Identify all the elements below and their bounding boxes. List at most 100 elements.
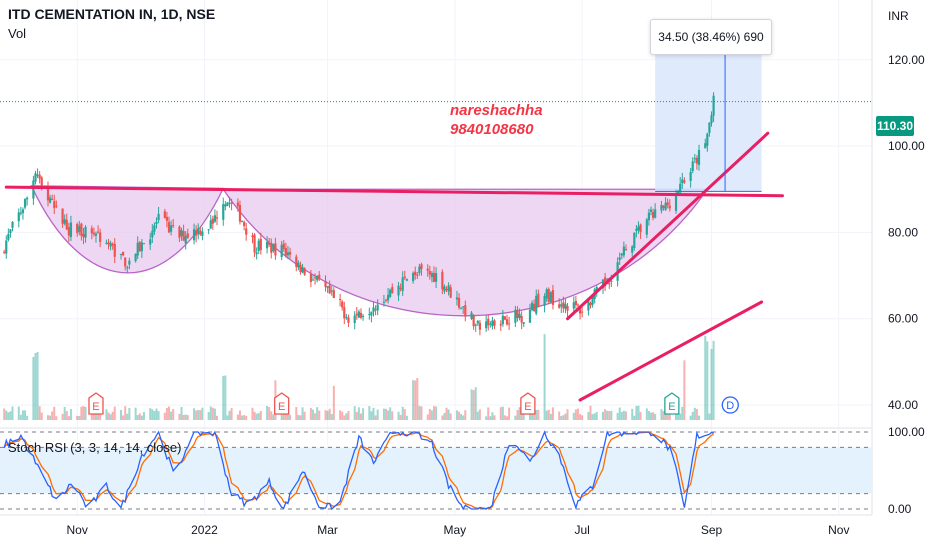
candle <box>691 161 694 172</box>
candle <box>572 302 575 309</box>
measure-box[interactable] <box>655 42 762 192</box>
candle <box>503 316 507 320</box>
volume-bar <box>180 406 183 420</box>
volume-bar <box>353 406 356 420</box>
volume-bar <box>520 414 523 420</box>
volume-bar <box>606 410 609 420</box>
candle <box>134 253 137 262</box>
volume-bar <box>257 413 260 420</box>
volume-bar <box>65 411 68 420</box>
candle <box>516 309 519 319</box>
candle <box>412 272 415 282</box>
candle <box>222 204 225 220</box>
volume-bar <box>401 406 404 420</box>
volume-bar <box>155 408 158 420</box>
volume-bar <box>295 406 298 420</box>
volume-bar <box>178 413 181 420</box>
volume-bar <box>426 414 429 420</box>
candle <box>90 228 93 234</box>
volume-bar <box>418 405 421 420</box>
indicator-legend[interactable]: Stoch RSI (3, 3, 14, 14, close) <box>8 440 182 455</box>
candle <box>426 268 429 271</box>
volume-bar <box>280 412 283 420</box>
candle <box>96 231 100 233</box>
candle <box>9 229 12 234</box>
volume-bar <box>49 415 52 420</box>
candle <box>595 287 598 292</box>
volume-bar <box>209 406 212 420</box>
candle <box>631 246 634 253</box>
volume-bar <box>213 408 216 420</box>
candle <box>32 180 35 199</box>
earnings-marker[interactable]: E <box>520 392 536 415</box>
volume-bar <box>535 409 538 420</box>
volume-bar <box>163 412 166 420</box>
price-axis[interactable]: 120.00 100.00 80.00 60.00 40.00 100.00 0.00 <box>888 53 925 516</box>
candle <box>414 271 417 275</box>
earnings-badge <box>520 392 536 415</box>
author-name: nareshachha <box>450 102 543 119</box>
candle <box>430 273 434 278</box>
volume-bar <box>245 415 248 420</box>
volume-bar <box>347 410 350 420</box>
candle <box>92 232 95 235</box>
candle <box>476 320 479 324</box>
candle <box>487 318 490 326</box>
candle <box>313 277 317 279</box>
candle <box>36 174 39 176</box>
candle <box>457 297 461 308</box>
candle <box>651 212 655 218</box>
volume-bar <box>610 410 613 420</box>
volume-bar <box>303 411 306 420</box>
candle <box>712 95 715 116</box>
volume-bar <box>712 340 715 420</box>
candle <box>562 302 565 309</box>
candle <box>55 205 58 207</box>
volume-bar <box>69 409 72 420</box>
volume-bar <box>289 414 292 420</box>
time-axis[interactable]: Nov 2022 Mar May Jul Sep Nov <box>67 523 850 537</box>
volume-bar <box>286 412 289 420</box>
candle <box>295 256 298 267</box>
volume-bar <box>433 406 435 420</box>
volume-bar <box>78 416 81 420</box>
candle <box>155 221 158 225</box>
volume-bar <box>620 411 623 420</box>
candle <box>514 309 517 323</box>
candle <box>374 309 377 311</box>
volume-bar <box>111 411 114 420</box>
candle <box>635 228 638 231</box>
volume-bar <box>547 409 550 420</box>
earnings-marker[interactable]: E <box>88 392 104 415</box>
candle <box>610 280 613 282</box>
volume-bar <box>168 406 171 420</box>
volume-bar <box>226 415 229 420</box>
candle <box>478 322 482 330</box>
candle <box>284 248 287 256</box>
candle <box>341 301 344 308</box>
earnings-badge <box>664 392 680 415</box>
volume-bar <box>109 414 112 420</box>
cup-pattern-fill <box>222 188 709 317</box>
earnings-marker[interactable]: E <box>274 392 290 415</box>
candle <box>119 253 123 255</box>
price-tick-label: 40.00 <box>888 398 918 412</box>
earnings-marker[interactable]: E <box>664 392 680 415</box>
candle <box>697 150 701 165</box>
volume-bar <box>514 415 517 420</box>
volume-bar <box>679 413 682 420</box>
candle <box>649 209 653 212</box>
earnings-label: E <box>278 401 285 413</box>
volume-bar <box>503 415 506 420</box>
candle <box>545 289 548 299</box>
symbol-title[interactable]: ITD CEMENTATION IN, 1D, NSE <box>8 6 216 22</box>
candle <box>447 285 450 292</box>
candle <box>472 315 475 327</box>
volume-bar <box>199 410 202 420</box>
volume-bar <box>46 415 49 420</box>
volume-legend[interactable]: Vol <box>8 26 27 41</box>
dividend-marker[interactable]: D <box>721 396 739 414</box>
candle <box>353 315 356 323</box>
